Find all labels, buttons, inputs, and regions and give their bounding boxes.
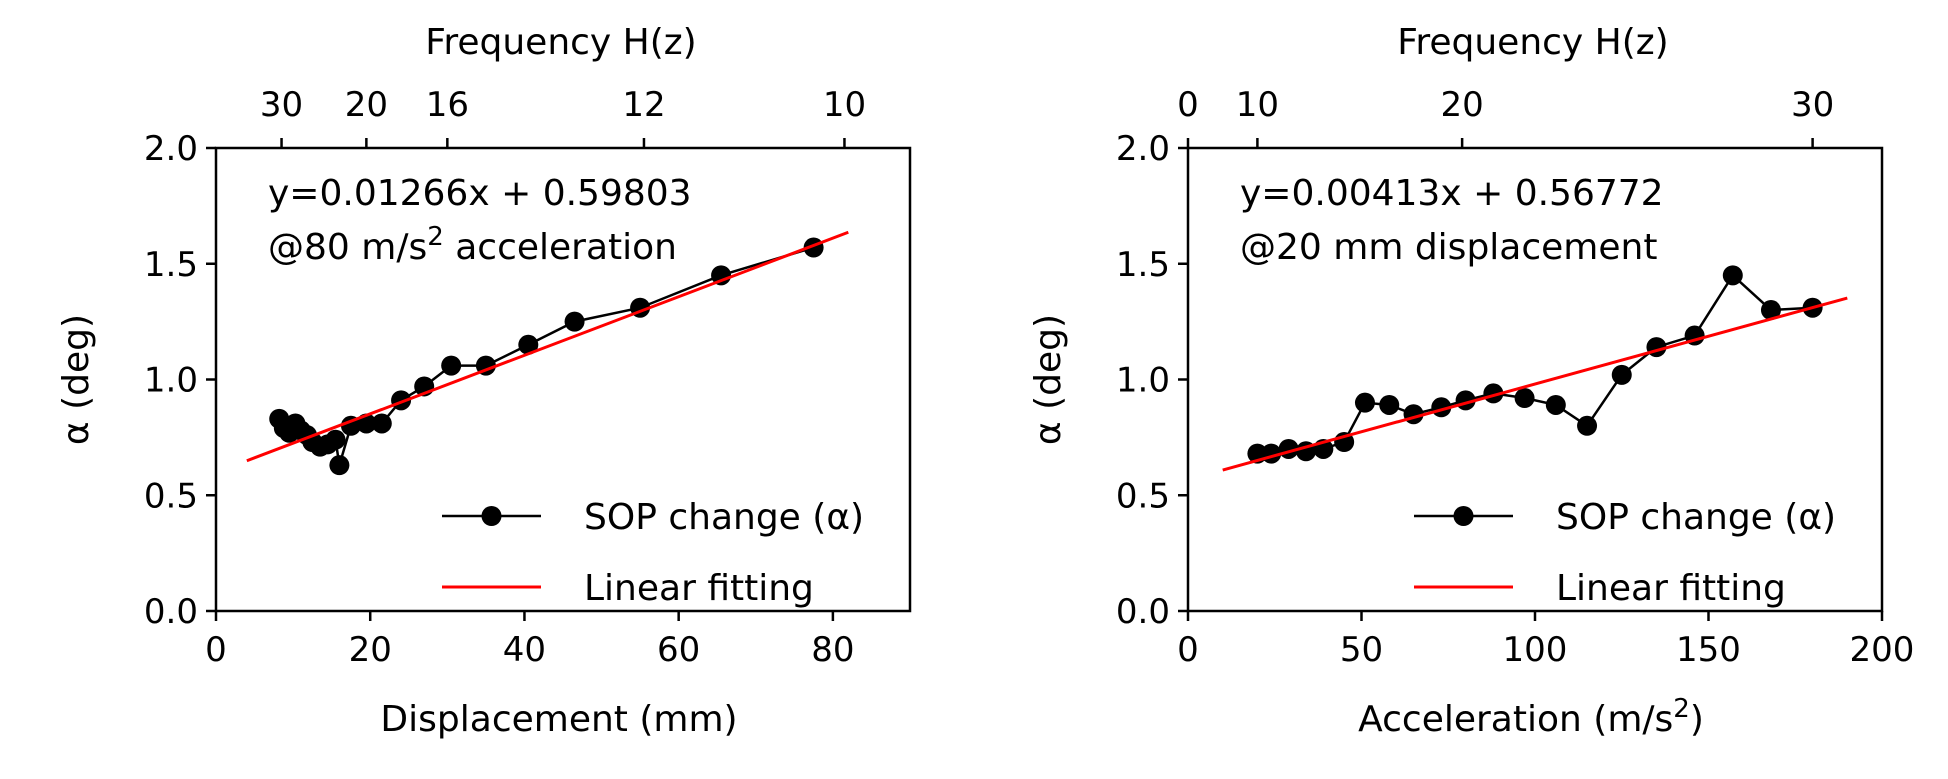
sop-data-point <box>518 334 539 355</box>
legend-fit-label: Linear fitting <box>1556 568 1786 609</box>
experiment-condition: @20 mm displacement <box>1240 227 1657 268</box>
top-tick-label: 20 <box>1440 85 1483 125</box>
y-tick-label: 0.5 <box>1116 476 1170 516</box>
linear-fit-line <box>1222 296 1848 472</box>
y-axis-label: α (deg) <box>1028 314 1069 445</box>
fit-equation: y=0.00413x + 0.56772 <box>1240 173 1664 214</box>
sop-data-point <box>1379 394 1400 415</box>
top-tick-label: 12 <box>622 85 665 125</box>
top-tick-label: 10 <box>823 85 866 125</box>
x-tick-label: 0 <box>1177 630 1199 670</box>
sop-data-point <box>1760 300 1781 321</box>
x-axis-label: Acceleration (m/s2) <box>1358 694 1704 740</box>
sop-data-point <box>1354 392 1375 413</box>
sop-data-point <box>1545 394 1566 415</box>
experiment-condition: @80 m/s2 acceleration <box>268 222 677 268</box>
sop-data-point <box>371 413 392 434</box>
sop-change-line <box>278 246 814 466</box>
sop-data-point <box>1722 265 1743 286</box>
legend-fit-label: Linear fitting <box>584 568 814 609</box>
y-tick-label: 1.0 <box>1116 361 1170 401</box>
chart-panel-left: 0 20 40 60 80 0.0 0.5 1.0 1.5 2.0 30 20 16 12 10 Freque… <box>56 22 912 740</box>
y-tick-label: 1.5 <box>144 245 198 285</box>
sop-data-point <box>329 455 350 476</box>
linear-fit-line <box>246 230 849 463</box>
top-tick-label: 30 <box>1791 85 1834 125</box>
fit-equation: y=0.01266x + 0.59803 <box>268 173 692 214</box>
y-tick-label: 1.5 <box>1116 245 1170 285</box>
x-tick-label: 80 <box>811 630 854 670</box>
y-tick-label: 0.0 <box>1116 592 1170 632</box>
top-tick-label: 16 <box>426 85 469 125</box>
y-tick-label: 0.0 <box>144 592 198 632</box>
top-tick-label: 20 <box>345 85 388 125</box>
top-tick-label: 10 <box>1236 85 1279 125</box>
top-axis-label: Frequency H(z) <box>1397 22 1668 63</box>
top-tick-label: 30 <box>260 85 303 125</box>
x-tick-label: 40 <box>503 630 546 670</box>
plot-frame <box>1186 146 1884 613</box>
x-axis-label: Displacement (mm) <box>380 699 737 740</box>
plot-frame <box>214 146 912 613</box>
legend-sop-label: SOP change (α) <box>1556 497 1836 538</box>
legend-sop-label: SOP change (α) <box>584 497 864 538</box>
x-tick-label: 100 <box>1503 630 1568 670</box>
y-tick-label: 2.0 <box>144 129 198 169</box>
x-tick-label: 20 <box>349 630 392 670</box>
legend-sop-marker <box>1453 506 1474 526</box>
y-tick-label: 2.0 <box>1116 129 1170 169</box>
sop-data-point <box>325 429 346 450</box>
sop-data-point <box>441 355 462 376</box>
sop-data-point <box>711 265 732 286</box>
top-axis-label: Frequency H(z) <box>425 22 696 63</box>
x-tick-label: 200 <box>1850 630 1915 670</box>
x-tick-label: 60 <box>657 630 700 670</box>
sop-data-point <box>1514 388 1535 409</box>
sop-data-point <box>1577 415 1598 436</box>
legend-sop-marker <box>481 506 502 526</box>
top-tick-label: 0 <box>1177 85 1199 125</box>
x-tick-label: 50 <box>1340 630 1383 670</box>
sop-data-point <box>1611 364 1632 385</box>
y-tick-label: 1.0 <box>144 361 198 401</box>
y-axis-label: α (deg) <box>56 314 97 445</box>
x-tick-label: 0 <box>205 630 227 670</box>
sop-change-line <box>1257 273 1813 455</box>
x-tick-label: 150 <box>1676 630 1741 670</box>
sop-data-point <box>564 311 585 332</box>
y-tick-label: 0.5 <box>144 476 198 516</box>
